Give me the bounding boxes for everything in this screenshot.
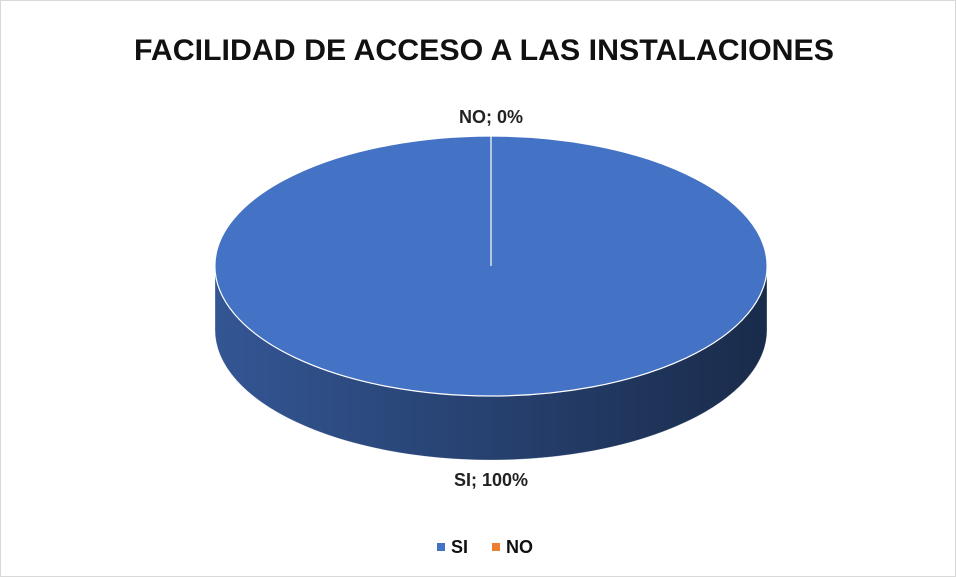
- chart-title: FACILIDAD DE ACCESO A LAS INSTALACIONES: [134, 34, 834, 67]
- data-label: NO; 0%: [459, 107, 523, 127]
- data-label: SI; 100%: [454, 470, 528, 490]
- legend-label: SI: [451, 537, 468, 557]
- legend-marker: [437, 543, 445, 551]
- legend-marker: [492, 543, 501, 551]
- legend-label: NO: [506, 537, 533, 557]
